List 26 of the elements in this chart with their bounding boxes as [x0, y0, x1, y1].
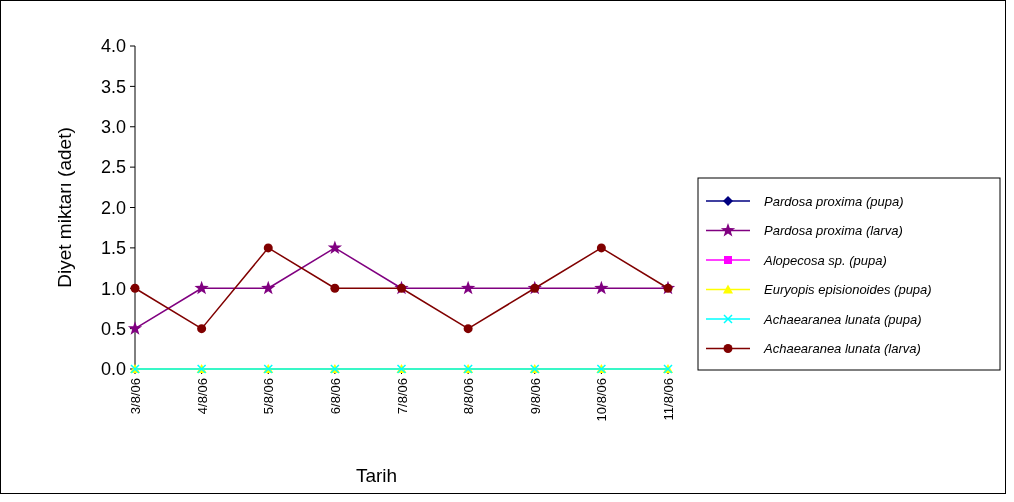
legend-label: Achaearanea lunata (larva): [763, 341, 921, 357]
x-tick-label: 7/8/06: [394, 378, 410, 415]
x-tick-label: 10/8/06: [594, 378, 610, 422]
y-tick-label: 3.0: [100, 117, 126, 138]
legend-label: Alopecosa sp. (pupa): [763, 252, 887, 268]
x-tick-label: 5/8/06: [261, 378, 277, 415]
x-axis-title: Tarih: [355, 465, 398, 486]
x-tick-label: 3/8/06: [128, 378, 143, 415]
y-tick-label: 0.5: [100, 318, 126, 339]
y-tick-label: 1.0: [100, 278, 126, 299]
legend-label: Pardosa proxima (pupa): [764, 193, 904, 209]
y-tick-label: 3.5: [100, 76, 126, 97]
legend-label: Achaearanea lunata (pupa): [763, 311, 922, 327]
x-tick-label: 4/8/06: [194, 378, 210, 415]
x-tick-label: 6/8/06: [327, 378, 343, 415]
y-axis-title: Diyet miktarı (adet): [54, 127, 75, 288]
legend-label: Pardosa proxima (larva): [764, 223, 903, 239]
y-tick-label: 4.0: [100, 36, 126, 57]
x-tick-label: 8/8/06: [461, 378, 477, 415]
x-tick-label: 11/8/06: [661, 378, 676, 421]
y-tick-label: 0.0: [100, 359, 126, 380]
legend-label: Euryopis episionoides (pupa): [764, 282, 932, 298]
x-tick-label: 9/8/06: [527, 378, 543, 415]
y-tick-label: 1.5: [100, 238, 126, 259]
y-tick-label: 2.0: [100, 197, 126, 218]
y-tick-label: 2.5: [100, 157, 126, 178]
